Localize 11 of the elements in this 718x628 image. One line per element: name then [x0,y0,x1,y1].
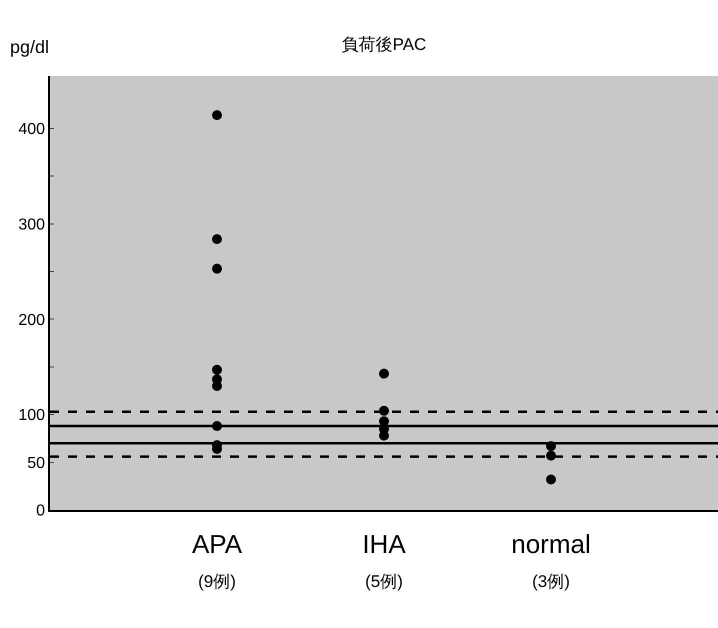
x-tick-label: IHA (5例) [362,528,406,591]
chart-title: 負荷後PAC [342,34,426,54]
y-tick-label: 0 [36,502,46,520]
y-axis-title: pg/dl [10,37,50,57]
y-tick-label: 200 [18,312,46,329]
x-tick-label: APA (9例) [192,528,243,591]
y-tick-label: 400 [18,121,46,138]
x-tick-label: normal (3例) [511,528,591,591]
y-tick-label: 300 [18,216,46,234]
y-tick-label: 50 [27,454,46,472]
y-tick-label: 100 [18,407,46,424]
